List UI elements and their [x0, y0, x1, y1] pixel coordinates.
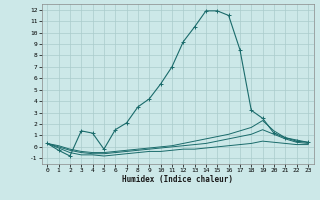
X-axis label: Humidex (Indice chaleur): Humidex (Indice chaleur) [122, 175, 233, 184]
